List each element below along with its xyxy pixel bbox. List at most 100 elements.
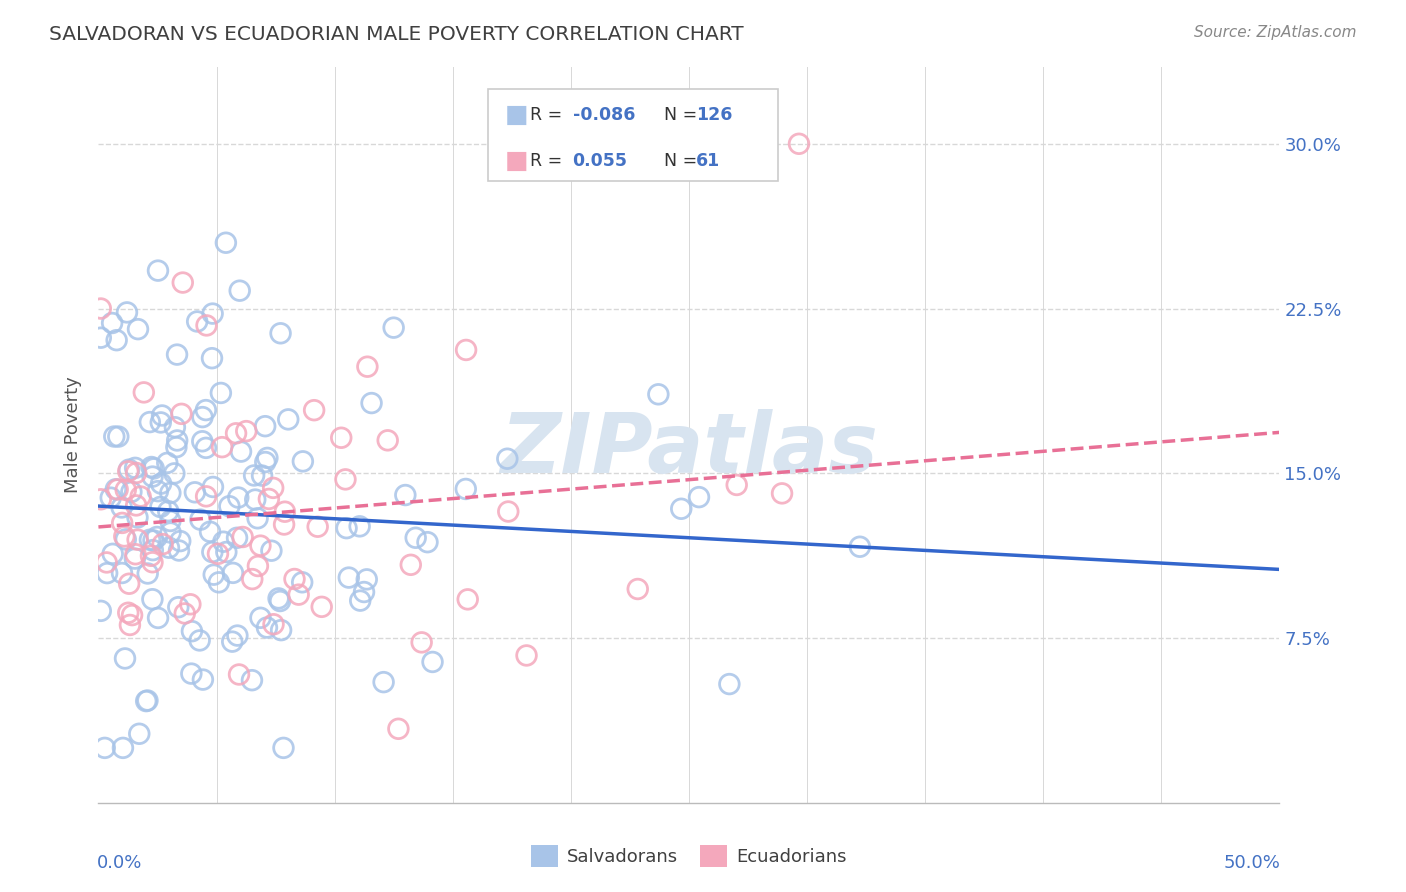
Point	[671, 501, 693, 516]
Point	[260, 543, 283, 558]
Point	[201, 351, 224, 366]
Point	[277, 412, 299, 426]
Point	[267, 591, 290, 606]
Point	[422, 655, 444, 669]
Point	[124, 547, 146, 561]
Point	[249, 611, 271, 625]
Point	[159, 486, 181, 500]
Point	[229, 444, 252, 458]
Point	[114, 651, 136, 665]
Point	[360, 396, 382, 410]
Point	[399, 558, 422, 572]
Point	[166, 434, 188, 448]
Point	[243, 468, 266, 483]
Point	[718, 677, 741, 691]
Point	[167, 543, 190, 558]
Point	[218, 500, 240, 514]
Point	[454, 482, 477, 496]
Text: 50.0%: 50.0%	[1223, 855, 1281, 872]
Point	[115, 305, 138, 319]
Point	[139, 549, 162, 563]
Point	[136, 693, 159, 707]
Point	[221, 634, 243, 648]
Point	[146, 530, 169, 544]
Point	[100, 491, 122, 505]
Text: 61: 61	[696, 152, 720, 169]
Point	[112, 529, 135, 543]
Point	[356, 359, 378, 374]
Point	[141, 460, 163, 475]
Point	[127, 322, 149, 336]
Point	[228, 667, 250, 681]
Point	[111, 566, 134, 580]
Point	[90, 604, 112, 618]
Text: 126: 126	[696, 106, 733, 124]
Text: ■: ■	[505, 149, 529, 173]
Point	[194, 441, 217, 455]
Point	[172, 276, 194, 290]
Point	[240, 572, 263, 586]
Point	[132, 385, 155, 400]
Point	[201, 480, 224, 494]
Point	[274, 505, 297, 519]
Point	[208, 575, 231, 590]
Point	[291, 575, 314, 590]
Point	[159, 514, 181, 528]
Point	[201, 307, 224, 321]
Point	[142, 543, 165, 558]
Point	[269, 594, 291, 608]
Point	[90, 492, 112, 507]
Point	[139, 533, 162, 547]
Point	[287, 588, 309, 602]
Point	[725, 478, 748, 492]
Point	[90, 301, 112, 316]
Text: 0.0%: 0.0%	[97, 855, 142, 872]
Point	[770, 486, 793, 500]
Point	[107, 429, 129, 443]
Point	[254, 419, 277, 434]
Point	[647, 387, 669, 401]
Point	[195, 318, 218, 333]
Point	[111, 516, 134, 530]
Point	[118, 618, 141, 632]
Point	[117, 464, 139, 478]
Point	[127, 510, 149, 524]
Point	[330, 431, 353, 445]
Point	[111, 500, 134, 515]
Point	[166, 348, 188, 362]
Point	[627, 582, 650, 596]
Point	[184, 485, 207, 500]
Point	[163, 420, 186, 434]
Point	[111, 740, 134, 755]
Point	[454, 343, 477, 357]
Point	[215, 235, 238, 250]
Point	[240, 673, 263, 688]
Point	[120, 484, 142, 499]
Point	[382, 320, 405, 334]
Point	[209, 386, 232, 401]
Text: N =: N =	[664, 106, 703, 124]
Point	[107, 483, 129, 497]
Point	[256, 450, 278, 465]
Point	[226, 629, 249, 643]
Text: N =: N =	[664, 152, 709, 169]
Point	[254, 455, 277, 469]
Point	[307, 519, 329, 533]
Point	[246, 511, 269, 525]
Point	[146, 484, 169, 499]
Point	[515, 648, 537, 663]
Point	[335, 521, 357, 535]
Point	[179, 597, 201, 611]
Point	[245, 492, 267, 507]
Point	[142, 461, 165, 475]
Point	[124, 551, 146, 566]
Point	[394, 488, 416, 502]
Point	[235, 424, 257, 438]
Point	[117, 606, 139, 620]
Point	[141, 592, 163, 607]
Point	[373, 675, 395, 690]
Point	[291, 454, 314, 468]
Point	[349, 593, 371, 607]
Point	[215, 545, 238, 559]
Point	[101, 547, 124, 561]
